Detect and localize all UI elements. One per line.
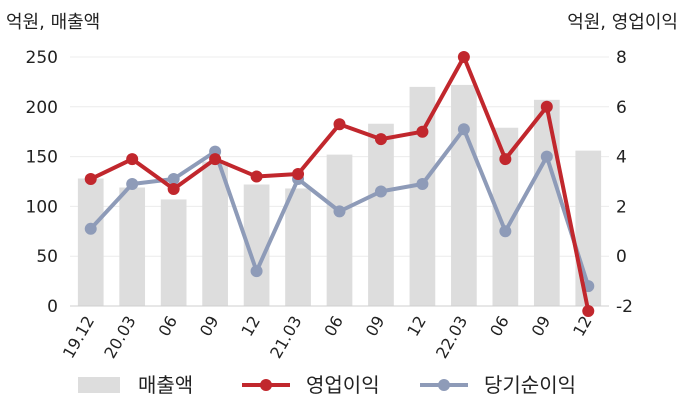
data-point xyxy=(250,265,263,278)
left-axis-ticks: 0 50 100 150 200 250 xyxy=(26,48,58,317)
series-당기순이익 xyxy=(84,123,595,293)
left-tick-label: 150 xyxy=(26,148,58,168)
legend-label: 영업이익 xyxy=(306,373,380,397)
data-point xyxy=(209,153,222,166)
legend-item: 매출액 xyxy=(78,373,193,397)
x-tick-label: 12 xyxy=(237,313,264,340)
right-tick-label: 4 xyxy=(616,148,627,168)
data-point xyxy=(416,177,429,190)
legend-label: 매출액 xyxy=(138,373,193,397)
bar xyxy=(202,161,228,306)
legend-label: 당기순이익 xyxy=(484,373,576,397)
legend-swatch-marker xyxy=(260,379,272,391)
series-영업이익 xyxy=(84,51,595,317)
data-point xyxy=(374,133,387,146)
x-tick-label: 06 xyxy=(486,313,513,340)
right-tick-label: -2 xyxy=(616,297,633,317)
left-tick-label: 250 xyxy=(26,48,58,68)
bar xyxy=(285,188,311,306)
x-tick-label: 19.12 xyxy=(59,313,98,362)
x-tick-label: 12 xyxy=(403,313,430,340)
data-point xyxy=(416,125,429,138)
x-tick-label: 09 xyxy=(528,313,555,340)
left-tick-label: 50 xyxy=(36,247,58,267)
bar xyxy=(160,199,187,306)
x-tick-label: 21.03 xyxy=(266,313,305,362)
x-tick-label: 12 xyxy=(569,313,596,340)
data-point xyxy=(540,100,553,113)
legend-item: 영업이익 xyxy=(242,373,380,397)
data-point xyxy=(167,182,180,195)
bar xyxy=(533,99,560,306)
left-axis-label: 억원, 매출액 xyxy=(6,12,100,33)
bar xyxy=(368,123,394,307)
right-tick-label: 2 xyxy=(616,197,627,217)
data-point xyxy=(582,304,595,317)
x-tick-label: 09 xyxy=(362,313,389,340)
legend-item: 당기순이익 xyxy=(420,373,576,397)
left-tick-label: 0 xyxy=(47,297,58,317)
right-axis-label: 억원, 영업이익 xyxy=(567,12,678,33)
right-axis-ticks: -2 0 2 4 6 8 xyxy=(616,48,633,317)
data-point xyxy=(374,185,387,198)
right-tick-label: 0 xyxy=(616,247,627,267)
left-tick-label: 200 xyxy=(26,98,58,118)
bar xyxy=(326,154,353,306)
data-point xyxy=(540,150,553,163)
x-tick-label: 06 xyxy=(320,313,347,340)
left-tick-label: 100 xyxy=(26,197,58,217)
data-point xyxy=(457,51,470,63)
legend: 매출액 영업이익 당기순이익 xyxy=(78,373,576,397)
bar xyxy=(77,178,104,306)
data-point xyxy=(250,170,263,183)
data-point xyxy=(84,222,97,235)
x-tick-label: 09 xyxy=(196,313,223,340)
bar xyxy=(409,86,436,306)
data-point xyxy=(292,168,305,181)
data-point xyxy=(499,225,512,238)
data-point xyxy=(126,177,139,190)
right-tick-label: 8 xyxy=(616,48,627,68)
legend-swatch-marker xyxy=(438,379,450,391)
bar xyxy=(451,84,477,306)
data-point xyxy=(457,123,470,136)
bar-series xyxy=(77,84,602,307)
data-point xyxy=(499,153,512,166)
x-axis-ticks: 19.12 20.03 06 09 12 21.03 06 09 12 22.03 06 09 12 xyxy=(59,313,596,362)
data-point xyxy=(84,173,97,186)
data-point xyxy=(333,205,346,218)
data-point xyxy=(167,173,180,186)
x-tick-label: 22.03 xyxy=(432,313,471,362)
bar xyxy=(119,187,146,306)
data-point xyxy=(126,153,139,166)
legend-swatch xyxy=(78,377,120,393)
line-series xyxy=(84,51,595,317)
right-tick-label: 6 xyxy=(616,98,627,118)
data-point xyxy=(333,118,346,131)
x-tick-label: 06 xyxy=(154,313,181,340)
x-tick-label: 20.03 xyxy=(100,313,139,362)
